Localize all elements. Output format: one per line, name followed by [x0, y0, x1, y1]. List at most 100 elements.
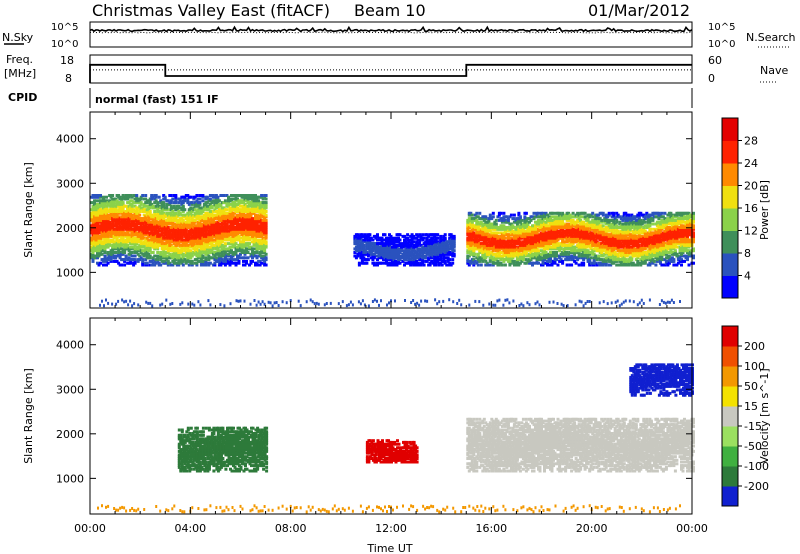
heatmap-cell: [255, 210, 259, 213]
heatmap-cell: [96, 256, 99, 260]
heatmap-cell: [260, 204, 264, 208]
heatmap-cell: [178, 218, 182, 222]
heatmap-cell: [233, 206, 236, 210]
heatmap-cell: [144, 233, 148, 237]
heatmap-cell: [196, 204, 200, 208]
heatmap-cell: [254, 254, 257, 258]
heatmap-cell: [239, 256, 242, 260]
heatmap-cell: [141, 234, 145, 238]
heatmap-cell: [196, 217, 200, 221]
heatmap-cell: [251, 217, 254, 221]
heatmap-cell: [491, 215, 495, 219]
heatmap-cell: [189, 211, 193, 215]
heatmap-cell: [118, 245, 122, 249]
heatmap-cell: [102, 211, 105, 215]
heatmap-cell: [199, 258, 203, 262]
heatmap-cell: [114, 256, 118, 260]
heatmap-cell: [129, 247, 133, 251]
heatmap-cell: [225, 211, 229, 215]
heatmap-cell: [189, 256, 193, 260]
heatmap-cell: [163, 206, 167, 210]
heatmap-cell: [258, 217, 262, 221]
heatmap-cell: [91, 218, 95, 222]
heatmap-cell: [130, 251, 134, 254]
heatmap-cell: [394, 236, 397, 240]
cpid-text: normal (fast) 151 IF: [95, 93, 219, 106]
heatmap-cell: [159, 263, 163, 267]
heatmap-cell: [162, 211, 166, 215]
heatmap-cell: [245, 259, 248, 263]
heatmap-cell: [512, 259, 516, 263]
heatmap-cell: [133, 204, 137, 208]
heatmap-cell: [225, 259, 229, 263]
heatmap-cell: [204, 258, 208, 262]
heatmap-cell: [231, 258, 235, 262]
heatmap-cell: [165, 204, 169, 208]
heatmap-cell: [494, 222, 498, 226]
heatmap-cell: [181, 254, 185, 258]
heatmap-cell: [233, 211, 236, 215]
heatmap-cell: [258, 240, 262, 244]
heatmap-cell: [233, 201, 236, 205]
heatmap-cell: [210, 236, 214, 240]
heatmap-cell: [142, 243, 146, 247]
heatmap-cell: [263, 251, 267, 254]
heatmap-cell: [255, 201, 259, 205]
heatmap-cell: [192, 222, 196, 226]
heatmap-cell: [156, 224, 160, 228]
heatmap-cell: [190, 261, 194, 265]
heatmap-cell: [255, 199, 259, 203]
heatmap-cell: [421, 233, 425, 237]
heatmap-cell: [120, 263, 124, 267]
heatmap-cell: [174, 217, 178, 221]
heatmap-cell: [222, 215, 226, 219]
heatmap-cell: [157, 238, 161, 242]
heatmap-cell: [154, 218, 158, 222]
heatmap-cell: [193, 201, 197, 205]
heatmap-cell: [398, 261, 402, 265]
heatmap-cell: [255, 226, 259, 229]
heatmap-cell: [225, 208, 229, 212]
heatmap-cell: [261, 210, 265, 213]
heatmap-cell: [130, 238, 134, 242]
heatmap-cell: [112, 201, 116, 205]
heatmap-cell: [228, 258, 232, 262]
heatmap-cell: [488, 263, 492, 267]
heatmap-cell: [94, 210, 98, 213]
heatmap-cell: [184, 227, 188, 231]
heatmap-cell: [145, 213, 149, 217]
heatmap-cell: [174, 199, 178, 203]
heatmap-cell: [227, 252, 230, 256]
heatmap-cell: [251, 208, 254, 212]
heatmap-cell: [193, 238, 197, 242]
heatmap-cell: [105, 231, 108, 235]
heatmap-cell: [96, 234, 99, 238]
heatmap-cell: [121, 194, 125, 197]
heatmap-cell: [216, 220, 220, 224]
heatmap-cell: [133, 210, 137, 213]
heatmap-cell: [105, 233, 108, 237]
heatmap-cell: [178, 197, 182, 201]
heatmap-cell: [228, 215, 232, 219]
heatmap-cell: [208, 202, 212, 206]
heatmap-cell: [150, 240, 154, 244]
heatmap-cell: [260, 206, 264, 210]
heatmap-cell: [154, 204, 158, 208]
heatmap-cell: [240, 251, 244, 254]
heatmap-cell: [210, 242, 214, 246]
heatmap-cell: [121, 201, 125, 205]
heatmap-cell: [153, 247, 157, 251]
heatmap-cell: [153, 211, 157, 215]
heatmap-cell: [154, 222, 158, 226]
heatmap-cell: [135, 224, 139, 228]
heatmap-cell: [151, 251, 155, 254]
heatmap-cell: [168, 215, 172, 219]
heatmap-cell: [133, 259, 137, 263]
heatmap-cell: [216, 251, 220, 254]
heatmap-cell: [547, 263, 551, 267]
date-label: 01/Mar/2012: [588, 1, 690, 20]
heatmap-cell: [187, 234, 191, 238]
heatmap-cell: [204, 234, 208, 238]
heatmap-cell: [129, 194, 133, 197]
heatmap-cell: [90, 249, 93, 253]
